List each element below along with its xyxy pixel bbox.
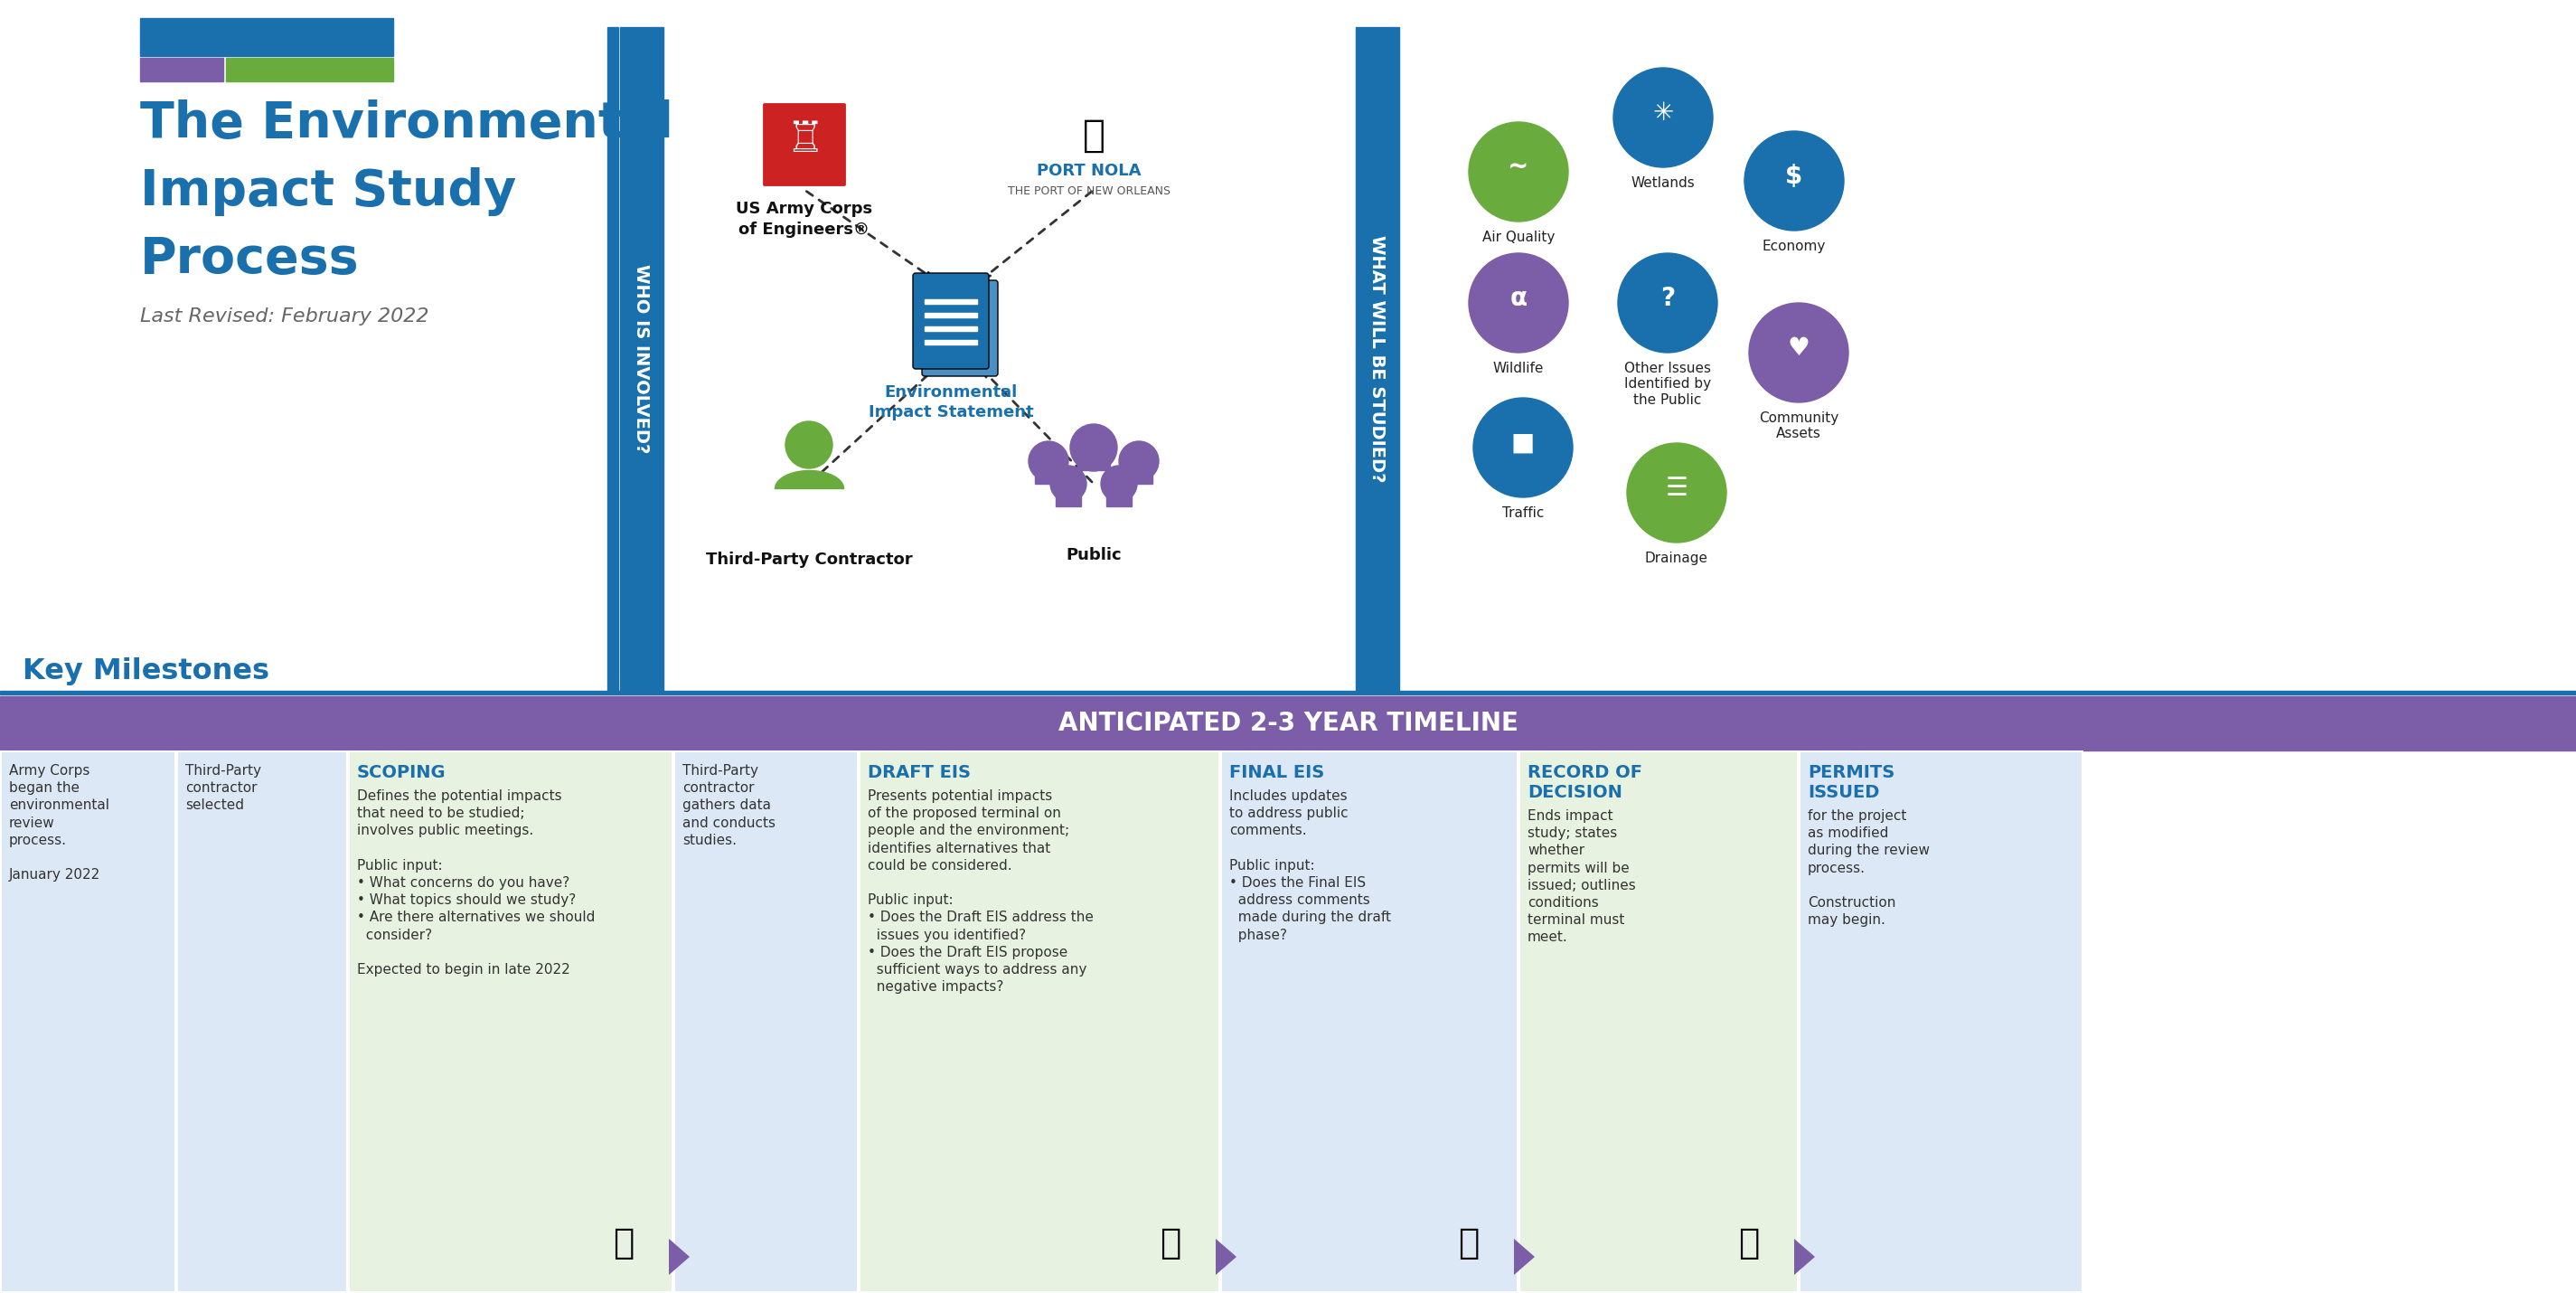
Text: Impact Study: Impact Study <box>139 167 515 216</box>
Bar <box>1036 464 1061 484</box>
Bar <box>860 751 1218 1292</box>
Text: Air Quality: Air Quality <box>1481 230 1556 244</box>
Text: Wetlands: Wetlands <box>1631 176 1695 190</box>
Circle shape <box>1473 398 1574 498</box>
Bar <box>1801 751 2081 1292</box>
Polygon shape <box>1793 1239 1816 1275</box>
Text: 📝: 📝 <box>1739 1226 1759 1261</box>
Text: RECORD OF
DECISION: RECORD OF DECISION <box>1528 764 1643 802</box>
Text: Other Issues
Identified by
the Public: Other Issues Identified by the Public <box>1625 362 1710 407</box>
Bar <box>1105 486 1131 507</box>
Text: ?: ? <box>1662 286 1674 312</box>
Bar <box>0 696 2576 750</box>
Text: Community
Assets: Community Assets <box>1759 411 1839 441</box>
Bar <box>1355 27 1399 692</box>
Bar <box>1056 486 1082 507</box>
Bar <box>1077 450 1110 471</box>
Text: Economy: Economy <box>1762 239 1826 253</box>
Text: ■: ■ <box>1512 431 1535 455</box>
Text: 🔍: 🔍 <box>613 1226 634 1261</box>
Text: 🌿: 🌿 <box>1082 116 1105 155</box>
Bar <box>0 751 175 1292</box>
Bar <box>925 340 976 344</box>
Bar <box>608 27 618 692</box>
Bar <box>1221 751 1517 1292</box>
Bar <box>925 313 976 317</box>
Circle shape <box>1628 443 1726 543</box>
Text: Third-Party
contractor
gathers data
and conducts
studies.: Third-Party contractor gathers data and … <box>683 764 775 847</box>
Bar <box>178 751 348 1292</box>
Text: PORT NOLA: PORT NOLA <box>1038 163 1141 178</box>
Text: Army Corps
began the
environmental
review
process.

January 2022: Army Corps began the environmental revie… <box>10 764 108 882</box>
Text: Drainage: Drainage <box>1646 552 1708 565</box>
Text: $: $ <box>1785 164 1803 189</box>
Circle shape <box>1100 465 1136 502</box>
Circle shape <box>1118 441 1159 481</box>
Text: Traffic: Traffic <box>1502 507 1543 520</box>
Bar <box>675 751 858 1292</box>
Circle shape <box>1028 441 1069 481</box>
Circle shape <box>786 422 832 468</box>
Circle shape <box>1051 465 1087 502</box>
Bar <box>348 751 672 1292</box>
Text: Includes updates
to address public
comments.

Public input:
• Does the Final EIS: Includes updates to address public comme… <box>1229 789 1391 941</box>
Text: Defines the potential impacts
that need to be studied;
involves public meetings.: Defines the potential impacts that need … <box>358 789 595 976</box>
Bar <box>621 27 665 692</box>
Text: ♥: ♥ <box>1788 335 1811 361</box>
Circle shape <box>1069 424 1118 471</box>
Bar <box>925 326 976 331</box>
Text: US Army Corps
of Engineers®: US Army Corps of Engineers® <box>737 200 873 238</box>
Text: Key Milestones: Key Milestones <box>23 657 270 685</box>
Text: ♖: ♖ <box>786 120 824 162</box>
Bar <box>1520 751 1798 1292</box>
Text: Environmental
Impact Statement: Environmental Impact Statement <box>868 384 1033 420</box>
Text: Process: Process <box>139 235 361 284</box>
FancyBboxPatch shape <box>760 101 848 187</box>
Text: 📋: 📋 <box>1458 1226 1479 1261</box>
Bar <box>925 299 976 304</box>
Text: WHAT WILL BE STUDIED?: WHAT WILL BE STUDIED? <box>1368 235 1386 482</box>
Text: FINAL EIS: FINAL EIS <box>1229 764 1324 781</box>
Text: SCOPING: SCOPING <box>358 764 446 781</box>
Circle shape <box>1613 67 1713 167</box>
Bar <box>139 18 394 56</box>
Text: ANTICIPATED 2-3 YEAR TIMELINE: ANTICIPATED 2-3 YEAR TIMELINE <box>1059 711 1517 736</box>
Bar <box>139 58 224 81</box>
Text: PERMITS
ISSUED: PERMITS ISSUED <box>1808 764 1896 802</box>
Bar <box>227 58 394 81</box>
FancyBboxPatch shape <box>912 273 989 369</box>
Text: Last Revised: February 2022: Last Revised: February 2022 <box>139 308 428 326</box>
Circle shape <box>1618 253 1718 353</box>
Text: The Environmental: The Environmental <box>139 100 672 149</box>
Text: ~: ~ <box>1507 155 1530 180</box>
Text: Third-Party
contractor
selected: Third-Party contractor selected <box>185 764 260 812</box>
Bar <box>1126 464 1154 484</box>
Circle shape <box>1749 303 1850 402</box>
FancyBboxPatch shape <box>922 281 997 376</box>
Text: α: α <box>1510 286 1528 312</box>
Circle shape <box>1744 131 1844 230</box>
Text: Third-Party Contractor: Third-Party Contractor <box>706 552 912 568</box>
Text: ☰: ☰ <box>1667 476 1687 500</box>
Text: Ends impact
study; states
whether
permits will be
issued; outlines
conditions
te: Ends impact study; states whether permit… <box>1528 809 1636 944</box>
Text: THE PORT OF NEW ORLEANS: THE PORT OF NEW ORLEANS <box>1007 185 1170 197</box>
Polygon shape <box>1216 1239 1236 1275</box>
Text: DRAFT EIS: DRAFT EIS <box>868 764 971 781</box>
Circle shape <box>1468 122 1569 221</box>
Text: Wildlife: Wildlife <box>1494 362 1543 375</box>
Text: 📊: 📊 <box>1159 1226 1180 1261</box>
Bar <box>0 690 2576 694</box>
Text: Public: Public <box>1066 547 1121 564</box>
Text: WHO IS INVOLVED?: WHO IS INVOLVED? <box>634 264 649 454</box>
Text: for the project
as modified
during the review
process.

Construction
may begin.: for the project as modified during the r… <box>1808 809 1929 927</box>
Text: Presents potential impacts
of the proposed terminal on
people and the environmen: Presents potential impacts of the propos… <box>868 789 1095 994</box>
Polygon shape <box>1515 1239 1535 1275</box>
Text: ✳: ✳ <box>1654 101 1674 125</box>
Polygon shape <box>670 1239 690 1275</box>
Circle shape <box>1468 253 1569 353</box>
